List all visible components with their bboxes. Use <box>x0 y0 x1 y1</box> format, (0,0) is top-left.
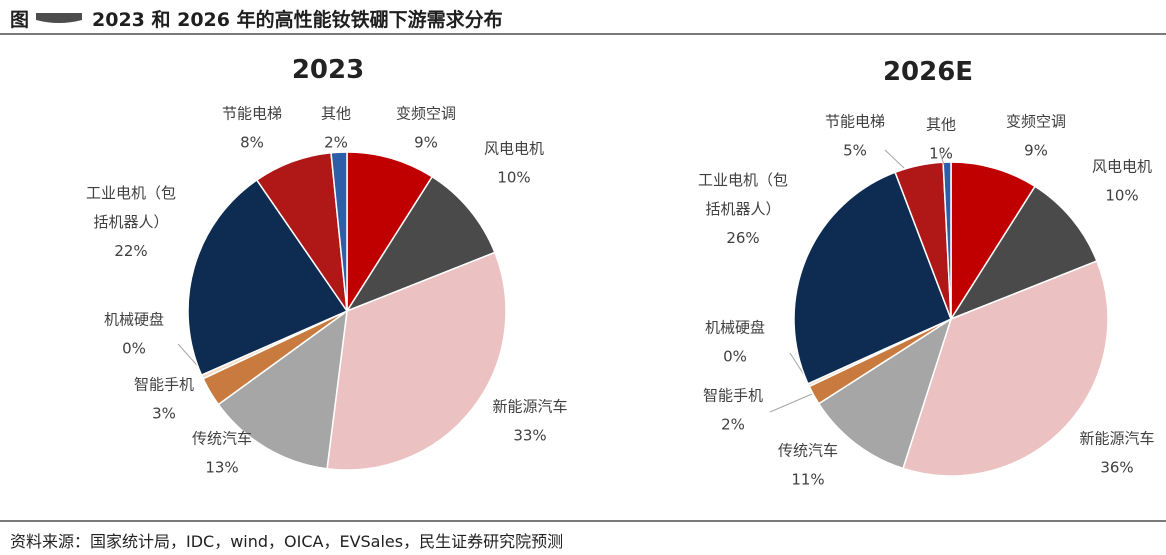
slice-label: 传统汽车 13% <box>192 430 252 477</box>
pie-slice <box>330 151 348 312</box>
pie-title: 2023 <box>292 55 364 85</box>
figure-header: 图 2023 和 2026 年的高性能钕铁硼下游需求分布 <box>0 0 1166 34</box>
slice-label: 风电电机 10% <box>1092 158 1152 205</box>
slice-label: 智能手机 2% <box>703 387 763 434</box>
slice-label: 节能电梯 5% <box>825 113 885 160</box>
slice-value-label: 10% <box>497 169 530 187</box>
slice-name-label: 节能电梯 <box>825 113 885 131</box>
slice-name-label: 变频空调 <box>1006 113 1066 131</box>
slice-label: 其他 1% <box>926 116 956 163</box>
slice-name-label: 风电电机 <box>484 140 544 158</box>
slice-label: 节能电梯 8% <box>222 105 282 152</box>
slice-value-label: 22% <box>114 242 147 260</box>
figure-prefix: 图 <box>10 9 30 31</box>
top-divider <box>0 33 1166 35</box>
pie-slice <box>346 151 434 314</box>
slice-value-label: 36% <box>1100 459 1133 477</box>
slice-value-label: 5% <box>843 142 867 160</box>
slice-label: 工业电机（包括机器人） 22% <box>86 184 176 260</box>
slice-name-label: 工业电机（包 <box>86 184 176 202</box>
slice-value-label: 0% <box>122 340 146 358</box>
pie-slice <box>326 251 507 471</box>
slice-value-label: 0% <box>723 348 747 366</box>
slice-value-label: 9% <box>1024 142 1048 160</box>
slice-value-label: 2% <box>324 134 348 152</box>
slice-value-label: 11% <box>791 471 824 489</box>
slice-label: 传统汽车 11% <box>778 442 838 489</box>
label-leader-line <box>769 393 813 413</box>
bottom-divider <box>0 520 1166 522</box>
slice-name-label: 传统汽车 <box>778 442 838 460</box>
slice-value-label: 8% <box>240 134 264 152</box>
pie-slice <box>902 260 1109 477</box>
pie-chart-2: 2026E 变频空调 9% 风电电机 10% 新能源汽车 36% 传统汽车 11% 智能手机 2% 机… <box>698 57 1155 489</box>
pie-slice <box>793 171 952 385</box>
slice-label: 智能手机 3% <box>134 376 194 423</box>
label-leader-line <box>884 149 905 169</box>
slice-name-label: 新能源汽车 <box>1079 430 1154 448</box>
pie-slice <box>950 161 1037 322</box>
slice-value-label: 13% <box>205 459 238 477</box>
slice-label: 风电电机 10% <box>484 140 544 187</box>
slice-label: 变频空调 9% <box>396 105 456 152</box>
slice-label: 变频空调 9% <box>1006 113 1066 160</box>
slice-name-label: 节能电梯 <box>222 105 282 123</box>
slice-label: 工业电机（包括机器人） 26% <box>698 171 788 247</box>
slice-name-label: 传统汽车 <box>192 430 252 448</box>
slice-value-label: 3% <box>152 405 176 423</box>
slice-label: 其他 2% <box>321 105 351 152</box>
pie-slice <box>187 179 349 377</box>
slice-name-label: 智能手机 <box>134 376 194 394</box>
slice-label: 机械硬盘 0% <box>705 319 765 366</box>
slice-name-label: 机械硬盘 <box>705 319 765 337</box>
slice-name-label: 新能源汽车 <box>492 398 567 416</box>
slice-label: 新能源汽车 33% <box>492 398 567 445</box>
pie-slice <box>217 309 348 470</box>
slice-name-label: 工业电机（包 <box>698 171 788 189</box>
pie-slice <box>949 185 1098 321</box>
pie-chart-1: 2023 变频空调 9% 风电电机 10% 新能源汽车 33% 传统汽车 13% 智能手机 3% 机械… <box>86 55 568 477</box>
label-leader-line <box>939 151 945 166</box>
slice-name-label: 机械硬盘 <box>104 311 164 329</box>
figure-title: 2023 和 2026 年的高性能钕铁硼下游需求分布 <box>92 9 503 31</box>
pie-slice <box>817 317 953 470</box>
slice-value-label: 2% <box>721 416 745 434</box>
slice-value-label: 1% <box>929 145 953 163</box>
slice-name-label: 风电电机 <box>1092 158 1152 176</box>
slice-name-label: 其他 <box>926 116 956 134</box>
pie-title: 2026E <box>883 57 973 87</box>
slice-value-label: 10% <box>1105 187 1138 205</box>
slice-name-label: 其他 <box>321 105 351 123</box>
slice-label: 新能源汽车 36% <box>1079 430 1154 477</box>
figure-number-badge-icon <box>36 13 82 23</box>
slice-value-label: 33% <box>513 427 546 445</box>
slice-name-label: 变频空调 <box>396 105 456 123</box>
slice-value-label: 9% <box>414 134 438 152</box>
slice-value-label: 26% <box>726 229 759 247</box>
pie-slice <box>345 175 496 313</box>
source-note: 资料来源：国家统计局，IDC，wind，OICA，EVSales，民生证券研究院… <box>10 532 564 551</box>
slice-name-label: 括机器人） <box>705 200 780 218</box>
slice-name-label: 智能手机 <box>703 387 763 405</box>
slice-label: 机械硬盘 0% <box>104 311 164 358</box>
slice-name-label: 括机器人） <box>93 213 168 231</box>
